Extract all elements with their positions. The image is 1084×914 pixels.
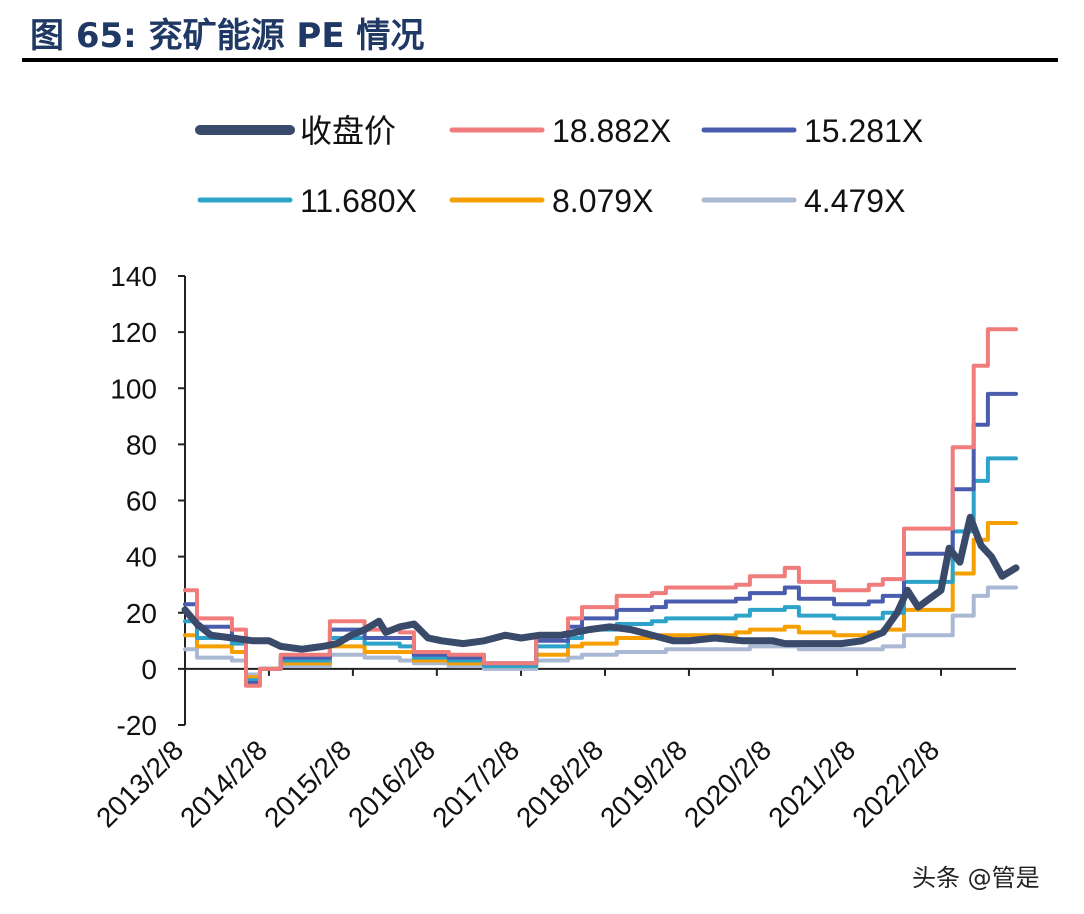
x-tick-label: 2018/2/8 [510, 734, 609, 833]
plot-area [181, 327, 1020, 688]
legend-label-4: 11.680X [300, 183, 417, 219]
x-tick-label: 2014/2/8 [174, 734, 273, 833]
x-tick-label: 2021/2/8 [762, 734, 861, 833]
legend-label-6: 4.479X [804, 183, 905, 219]
series-line-2 [183, 327, 1018, 688]
legend-label-3: 15.281X [804, 113, 923, 149]
x-tick-label: 2017/2/8 [426, 734, 525, 833]
title-divider [22, 58, 1058, 62]
y-axis: -20 0 20 40 60 80 100 120 140 [110, 261, 186, 741]
y-tick-label: 100 [110, 373, 157, 404]
legend-label-2: 18.882X [552, 113, 671, 149]
series-line-1 [181, 513, 1020, 653]
legend-label-5: 8.079X [552, 183, 653, 219]
x-tick-label: 2019/2/8 [594, 734, 693, 833]
y-tick-label: 80 [126, 429, 157, 460]
y-tick-label: 40 [126, 542, 157, 573]
y-tick-label: 0 [141, 654, 157, 685]
x-axis: 2013/2/82014/2/82015/2/82016/2/82017/2/8… [90, 667, 1016, 833]
y-tick-label: 20 [126, 598, 157, 629]
figure-title: 图 65: 兖矿能源 PE 情况 [30, 16, 425, 56]
y-tick-label: 120 [110, 317, 157, 348]
y-tick-label: 60 [126, 486, 157, 517]
x-tick-label: 2016/2/8 [342, 734, 441, 833]
watermark: 头条 @管是 [912, 864, 1040, 892]
y-tick-label: 140 [110, 261, 157, 292]
x-tick-label: 2013/2/8 [90, 734, 189, 833]
x-tick-label: 2020/2/8 [678, 734, 777, 833]
legend: 收盘价 18.882X 15.281X 11.680X 8.079X 4.479X [195, 113, 923, 219]
x-tick-label: 2022/2/8 [846, 734, 945, 833]
legend-label-1: 收盘价 [300, 113, 396, 149]
series-line-3 [183, 391, 1018, 685]
y-tick-label: -20 [117, 710, 157, 741]
x-tick-label: 2015/2/8 [258, 734, 357, 833]
